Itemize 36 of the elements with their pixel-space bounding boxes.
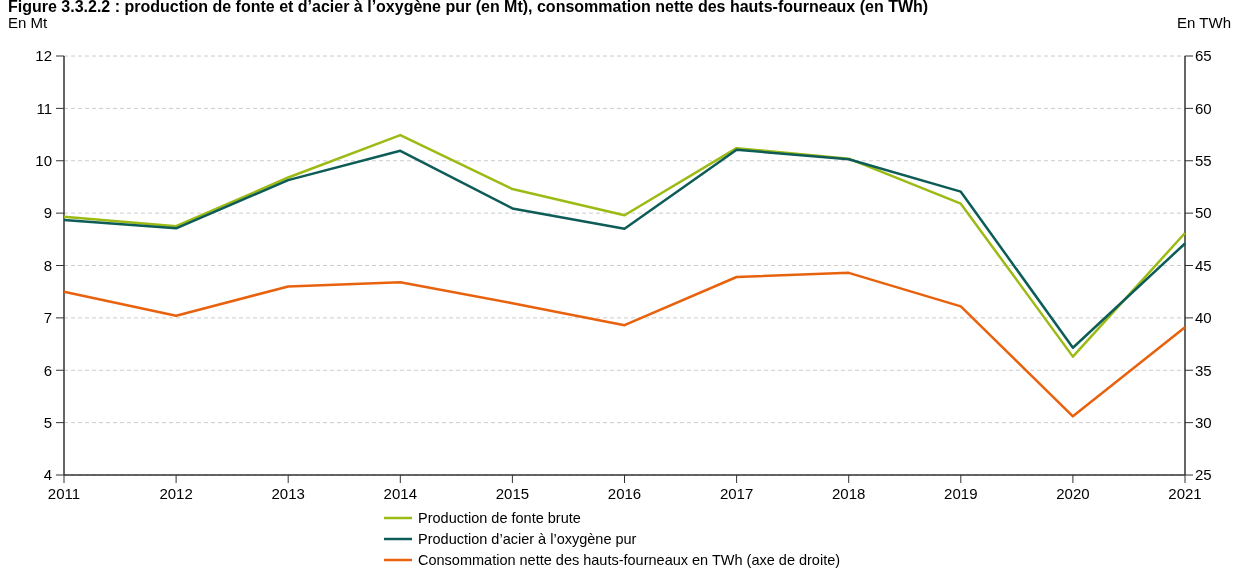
y2-tick-label: 35 xyxy=(1195,361,1212,379)
legend-label: Production de fonte brute xyxy=(418,510,581,527)
chart-title: Figure 3.3.2.2 : production de fonte et d’acier à l’oxygène pur (en Mt), consommation nette des hauts-fourneaux (en TWh) xyxy=(8,0,929,15)
y2-tick-label: 65 xyxy=(1195,47,1212,65)
x-tick-label: 2011 xyxy=(47,485,81,502)
x-tick-label: 2020 xyxy=(1056,485,1090,502)
y2-tick-label: 45 xyxy=(1195,256,1212,274)
legend-label: Production d’acier à l’oxygène pur xyxy=(418,531,637,548)
x-tick-label: 2017 xyxy=(719,485,754,502)
x-tick-label: 2015 xyxy=(495,485,530,502)
y-tick-label: 5 xyxy=(43,413,52,431)
x-tick-label: 2016 xyxy=(607,485,642,502)
line-series xyxy=(62,271,1187,418)
y-axis-title: En Mt xyxy=(8,14,49,31)
y2-tick-label: 30 xyxy=(1195,413,1212,431)
x-tick-label: 2013 xyxy=(271,485,305,502)
y-tick-label: 9 xyxy=(43,204,52,222)
x-tick-label: 2019 xyxy=(944,485,978,502)
y2-tick-label: 50 xyxy=(1195,204,1212,222)
y-tick-label: 12 xyxy=(35,47,52,65)
x-tick-label: 2018 xyxy=(832,485,866,502)
y-tick-label: 7 xyxy=(43,309,52,327)
y2-tick-label: 40 xyxy=(1195,309,1212,327)
x-tick-label: 2021 xyxy=(1168,485,1202,502)
x-tick-label: 2012 xyxy=(159,485,193,502)
y2-tick-label: 60 xyxy=(1195,99,1212,117)
y2-tick-label: 25 xyxy=(1195,466,1212,484)
legend-label: Consommation nette des hauts-fourneaux en TWh (axe de droite) xyxy=(418,552,841,569)
y2-tick-label: 55 xyxy=(1195,152,1212,169)
x-tick-label: 2014 xyxy=(383,485,417,502)
y-tick-label: 10 xyxy=(35,152,52,169)
y-tick-label: 6 xyxy=(43,361,52,379)
y-tick-label: 4 xyxy=(43,466,52,484)
y-tick-label: 11 xyxy=(36,99,52,117)
y2-axis-title: En TWh xyxy=(1177,14,1231,31)
y-tick-label: 8 xyxy=(43,256,52,274)
